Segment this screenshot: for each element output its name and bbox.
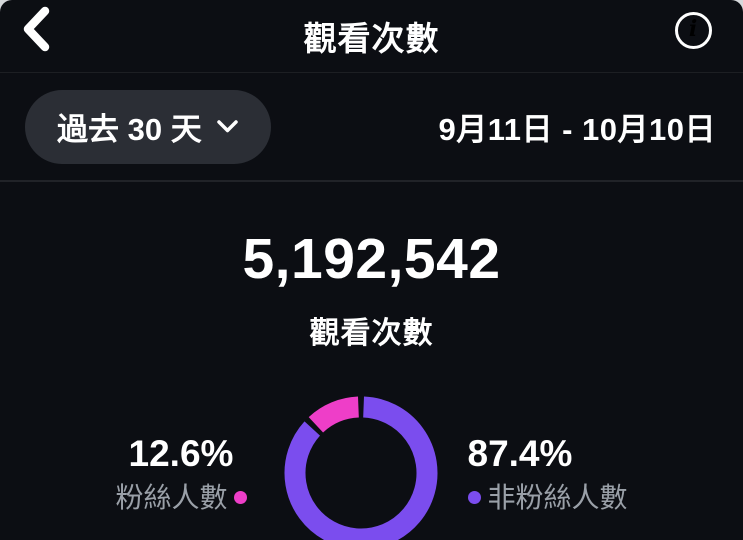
chevron-down-icon: [216, 119, 239, 134]
non-followers-label: 非粉絲人數: [487, 481, 628, 513]
back-button[interactable]: [10, 2, 62, 58]
legend-followers: 12.6% 粉絲人數: [115, 432, 247, 513]
info-icon: i: [674, 11, 712, 49]
followers-percentage: 12.6%: [128, 432, 234, 474]
followers-label: 粉絲人數: [115, 481, 228, 513]
header: 觀看次數 i: [0, 0, 743, 73]
summary: 5,192,542 觀看次數: [0, 231, 743, 352]
total-views-label: 觀看次數: [309, 317, 434, 350]
donut-chart: [284, 396, 438, 540]
followers-dot-icon: [233, 491, 247, 504]
non-followers-dot-icon: [467, 491, 481, 504]
non-followers-percentage: 87.4%: [467, 432, 573, 474]
page-title: 觀看次數: [303, 20, 440, 57]
viewer-type-chart: 12.6% 粉絲人數 87.4% 非粉絲人數: [0, 396, 743, 540]
info-button[interactable]: i: [671, 8, 715, 52]
total-views-value: 5,192,542: [242, 227, 501, 291]
legend-non-followers: 87.4% 非粉絲人數: [467, 432, 628, 513]
filter-row: 過去 30 天 9月11日 - 10月10日: [0, 73, 743, 182]
date-range-selector[interactable]: 過去 30 天: [25, 89, 271, 164]
chevron-left-icon: [19, 6, 53, 55]
donut-segment-0: [308, 396, 359, 433]
date-range-text: 9月11日 - 10月10日: [438, 112, 716, 147]
date-range-selector-label: 過去 30 天: [57, 112, 202, 147]
donut-segment-1: [284, 396, 437, 540]
